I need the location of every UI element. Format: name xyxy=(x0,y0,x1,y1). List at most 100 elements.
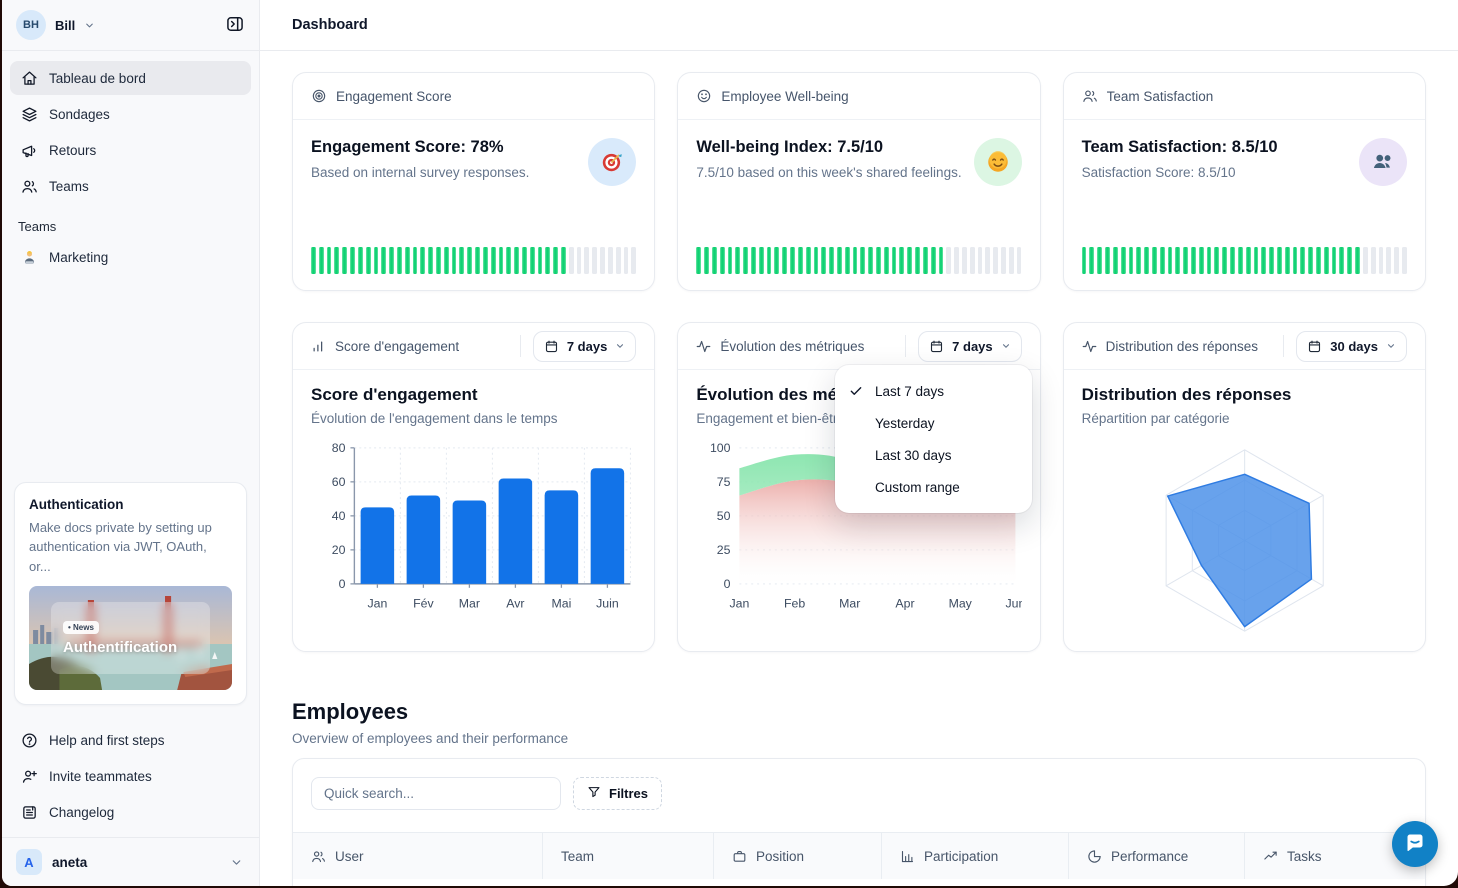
chevron-down-icon xyxy=(1001,341,1011,351)
smile-icon xyxy=(696,88,712,104)
column-header-position[interactable]: Position xyxy=(714,833,882,879)
menu-item-label: Yesterday xyxy=(875,415,935,431)
sidebar-nav: Tableau de bord Sondages Retours Teams xyxy=(2,51,259,207)
column-header-user[interactable]: User xyxy=(293,833,543,879)
svg-text:75: 75 xyxy=(717,475,731,489)
column-header-tasks[interactable]: Tasks xyxy=(1245,833,1425,879)
chevron-down-icon xyxy=(1386,341,1396,351)
sidebar-item-teams[interactable]: Teams xyxy=(10,169,251,203)
check-icon xyxy=(849,384,865,398)
sidebar-item-label: Help and first steps xyxy=(49,732,165,748)
teams-section-label: Teams xyxy=(18,219,57,234)
sidebar-item-label: Sondages xyxy=(49,106,110,122)
svg-text:100: 100 xyxy=(710,441,731,455)
svg-text:Mai: Mai xyxy=(551,597,571,611)
chart-panel-label: Score d'engagement xyxy=(335,338,460,354)
range-selector-button[interactable]: 30 days xyxy=(1296,330,1407,362)
users-icon xyxy=(1082,88,1098,104)
calendar-icon xyxy=(544,339,559,354)
sidebar-item-help[interactable]: Help and first steps xyxy=(10,723,251,757)
layers-icon xyxy=(20,106,38,123)
range-selector-button[interactable]: 7 days xyxy=(918,330,1022,362)
collapse-sidebar-button[interactable] xyxy=(223,12,247,39)
engagement-progress-bar xyxy=(311,247,637,274)
search-input[interactable] xyxy=(311,777,561,810)
chat-bubble-icon xyxy=(1403,831,1427,858)
employees-subtitle: Overview of employees and their performa… xyxy=(292,731,569,746)
menu-item-custom-range[interactable]: Custom range xyxy=(835,471,1032,503)
stat-title: Well-being Index: 7.5/10 xyxy=(696,138,884,156)
smiling-face-emoji xyxy=(973,138,1022,186)
column-header-performance[interactable]: Performance xyxy=(1069,833,1245,879)
sidebar-item-label: Changelog xyxy=(49,804,115,820)
distribution-radar-chart xyxy=(1165,449,1324,632)
divider xyxy=(1283,335,1285,357)
activity-icon xyxy=(1082,339,1097,354)
svg-text:20: 20 xyxy=(332,543,346,557)
funnel-icon xyxy=(587,785,601,802)
sidebar-item-invite[interactable]: Invite teammates xyxy=(10,759,251,793)
sidebar-item-feedback[interactable]: Retours xyxy=(10,133,251,167)
menu-item-yesterday[interactable]: Yesterday xyxy=(835,407,1032,439)
page-header: Dashboard xyxy=(260,0,1458,51)
chart-panel-label: Évolution des métriques xyxy=(720,338,865,354)
workspace-avatar: A xyxy=(16,849,42,875)
stat-panel-label: Engagement Score xyxy=(336,88,452,104)
activity-icon xyxy=(696,339,711,354)
chart-subtitle: Répartition par catégorie xyxy=(1081,411,1230,426)
employees-title: Employees xyxy=(292,699,409,724)
chevron-down-icon xyxy=(615,341,625,351)
range-dropdown-menu: Last 7 days Yesterday Last 30 days Custo… xyxy=(835,365,1032,513)
divider xyxy=(519,335,521,357)
svg-text:50: 50 xyxy=(717,509,731,523)
busts-in-silhouette-emoji xyxy=(1359,138,1407,186)
svg-text:80: 80 xyxy=(332,441,346,455)
range-selector-button[interactable]: 7 days xyxy=(532,330,637,362)
column-header-participation[interactable]: Participation xyxy=(882,833,1069,879)
chevron-down-icon xyxy=(84,20,95,31)
svg-text:0: 0 xyxy=(339,577,346,591)
svg-text:Jan: Jan xyxy=(730,597,750,611)
promo-card-authentication[interactable]: Authentication Make docs private by sett… xyxy=(14,481,247,705)
home-icon xyxy=(20,70,38,87)
chart-title: Score d'engagement xyxy=(311,385,478,404)
column-label: Team xyxy=(561,848,595,864)
chart-subtitle: Engagement et bien-être xyxy=(696,411,845,426)
menu-item-label: Last 7 days xyxy=(875,383,945,399)
user-avatar[interactable]: BH xyxy=(16,10,46,40)
svg-text:60: 60 xyxy=(332,475,346,489)
sidebar: BH Bill Tableau de bord xyxy=(2,0,260,886)
chart-card-response-distribution: Distribution des réponses 30 days xyxy=(1062,322,1426,652)
stat-card-wellbeing: Employee Well-being Well-being Index: 7.… xyxy=(677,72,1041,291)
column-label: Tasks xyxy=(1287,848,1322,864)
metrics-area-chart: 0 25 50 75 100 Jan Feb Mar Apr May Jun xyxy=(710,441,1022,611)
workspace-switcher[interactable]: A aneta xyxy=(2,837,259,886)
promo-body: Make docs private by setting up authenti… xyxy=(29,519,212,574)
news-badge: • News xyxy=(63,620,99,634)
chat-launcher-button[interactable] xyxy=(1392,821,1438,867)
stat-title: Engagement Score: 78% xyxy=(311,138,504,156)
chart-panel-label: Distribution des réponses xyxy=(1105,338,1258,354)
panel-collapse-icon xyxy=(225,14,245,37)
promo-title: Authentication xyxy=(29,496,124,512)
column-label: Participation xyxy=(924,848,999,864)
sidebar-item-label: Teams xyxy=(49,178,89,194)
menu-item-last-30-days[interactable]: Last 30 days xyxy=(835,439,1032,471)
svg-text:Jun: Jun xyxy=(1006,597,1022,611)
sidebar-item-changelog[interactable]: Changelog xyxy=(10,795,251,829)
column-header-team[interactable]: Team xyxy=(543,833,714,879)
users-icon xyxy=(20,178,38,195)
employees-table-card: Filtres User Team xyxy=(292,758,1426,886)
sidebar-item-team-marketing[interactable]: Marketing xyxy=(10,240,251,274)
sidebar-item-surveys[interactable]: Sondages xyxy=(10,97,251,131)
user-name[interactable]: Bill xyxy=(55,17,76,33)
menu-item-last-7-days[interactable]: Last 7 days xyxy=(835,375,1032,407)
promo-image-title: Authentification xyxy=(63,638,178,656)
stat-subtitle: 7.5/10 based on this week's shared feeli… xyxy=(696,165,962,180)
filters-button[interactable]: Filtres xyxy=(573,777,663,810)
user-plus-icon xyxy=(20,768,38,785)
svg-text:May: May xyxy=(949,597,973,611)
pie-chart-icon xyxy=(1087,849,1102,864)
filters-label: Filtres xyxy=(609,786,649,801)
sidebar-item-dashboard[interactable]: Tableau de bord xyxy=(10,61,251,95)
